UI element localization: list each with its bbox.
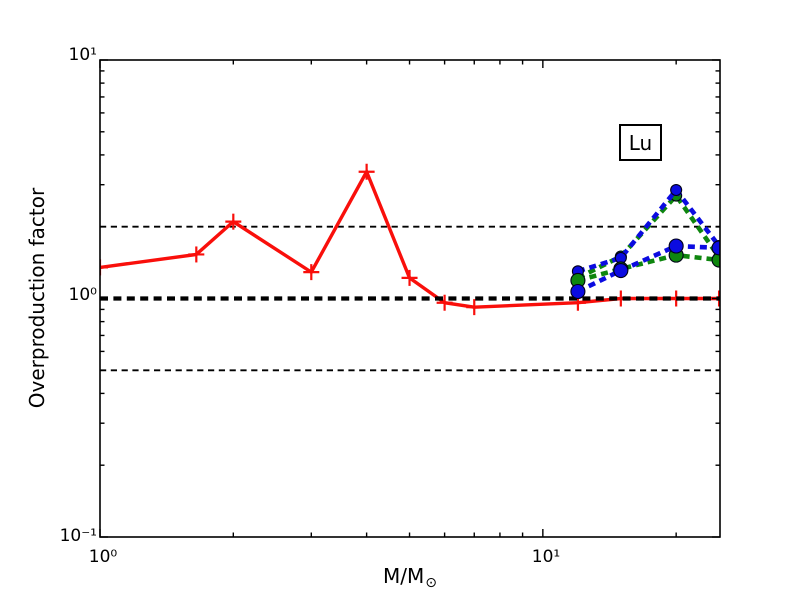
circle-marker [668, 238, 684, 254]
x-axis-label-main: M/M [383, 564, 425, 588]
x-axis-label: M/M⊙ [330, 564, 490, 591]
sun-symbol: ⊙ [425, 575, 437, 591]
y-tick-label-10: 10¹ [68, 45, 97, 65]
series-line [576, 243, 720, 294]
axis-ticks [99, 59, 720, 538]
element-annotation-text: Lu [628, 130, 653, 155]
x-tick-label-10: 10¹ [531, 547, 561, 567]
series-low-mass-red-solid [100, 163, 720, 316]
circle-marker [570, 283, 586, 300]
series-massive-green-upper-dashed [571, 189, 720, 284]
y-tick-label-1: 10⁰ [68, 285, 97, 305]
plot-area [100, 163, 720, 372]
x-tick-label-1: 10⁰ [88, 547, 118, 567]
series-massive-blue-lower-dashed [570, 238, 720, 300]
series-line [577, 186, 720, 274]
element-annotation-box: Lu [619, 124, 662, 161]
circle-marker [670, 183, 683, 197]
series-line [576, 191, 720, 280]
circle-marker [613, 262, 629, 279]
series-line [100, 167, 720, 309]
y-tick-label-0p1: 10⁻¹ [59, 526, 97, 546]
series-line [577, 252, 720, 283]
circle-marker [711, 240, 720, 256]
y-axis-label: Overproduction factor [25, 187, 49, 409]
